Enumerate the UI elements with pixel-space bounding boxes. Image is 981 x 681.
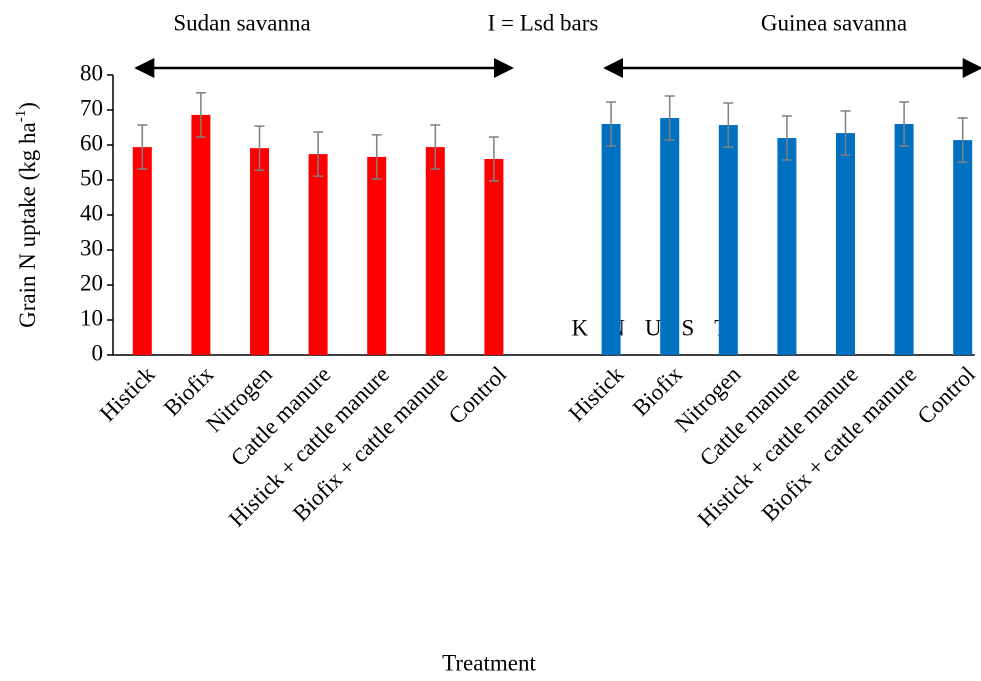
- error-bar: [488, 136, 499, 182]
- y-tick-label: 80: [80, 60, 103, 85]
- bar: [601, 124, 621, 355]
- error-bar: [137, 124, 148, 170]
- bar: [660, 118, 680, 355]
- bar: [191, 114, 211, 356]
- error-bar: [430, 124, 441, 170]
- x-tick-label: Control: [913, 362, 980, 429]
- bar: [953, 140, 973, 355]
- bar: [777, 138, 797, 355]
- bar: [894, 124, 914, 355]
- error-bar: [899, 101, 910, 147]
- error-bar: [254, 125, 265, 171]
- bar: [308, 154, 328, 355]
- group-label: Sudan savanna: [173, 10, 310, 35]
- background: KNUST: [572, 315, 749, 340]
- error-bar: [195, 92, 206, 138]
- bar: [718, 125, 738, 355]
- y-tick-label: 20: [80, 270, 103, 295]
- x-axis-title: Treatment: [442, 650, 536, 675]
- x-tick-label: Control: [444, 362, 511, 429]
- error-bar: [840, 110, 851, 156]
- y-tick-label: 70: [80, 95, 103, 120]
- y-tick-label: 0: [92, 340, 104, 365]
- y-tick-label: 40: [80, 200, 103, 225]
- x-tick-label: Histick: [564, 361, 629, 426]
- bar: [836, 133, 855, 355]
- bar: [132, 147, 152, 355]
- error-bar: [781, 115, 792, 161]
- bar: [484, 159, 504, 355]
- y-axis-title-suffix: ): [15, 102, 40, 110]
- x-tick-label: Histick: [95, 361, 160, 426]
- bar: [367, 156, 387, 355]
- watermark: KNUST: [572, 315, 749, 340]
- error-bar: [664, 95, 675, 141]
- group-label: Guinea savanna: [761, 10, 907, 35]
- error-bar: [723, 102, 734, 148]
- y-axis-title: Grain N uptake (kg ha-1): [13, 102, 40, 328]
- y-tick-label: 30: [80, 235, 103, 260]
- error-bar: [371, 134, 382, 180]
- y-tick-label: 10: [80, 305, 103, 330]
- error-bar: [957, 117, 968, 163]
- bar: [425, 147, 445, 355]
- y-axis-title-text: Grain N uptake (kg ha: [15, 122, 40, 328]
- y-axis-title-superscript: -1: [13, 110, 29, 123]
- error-bar: [313, 131, 324, 177]
- y-tick-label: 60: [80, 130, 103, 155]
- y-tick-label: 50: [80, 165, 103, 190]
- annotation: I = Lsd bars: [488, 10, 599, 35]
- bar: [250, 148, 269, 355]
- error-bar: [606, 101, 617, 147]
